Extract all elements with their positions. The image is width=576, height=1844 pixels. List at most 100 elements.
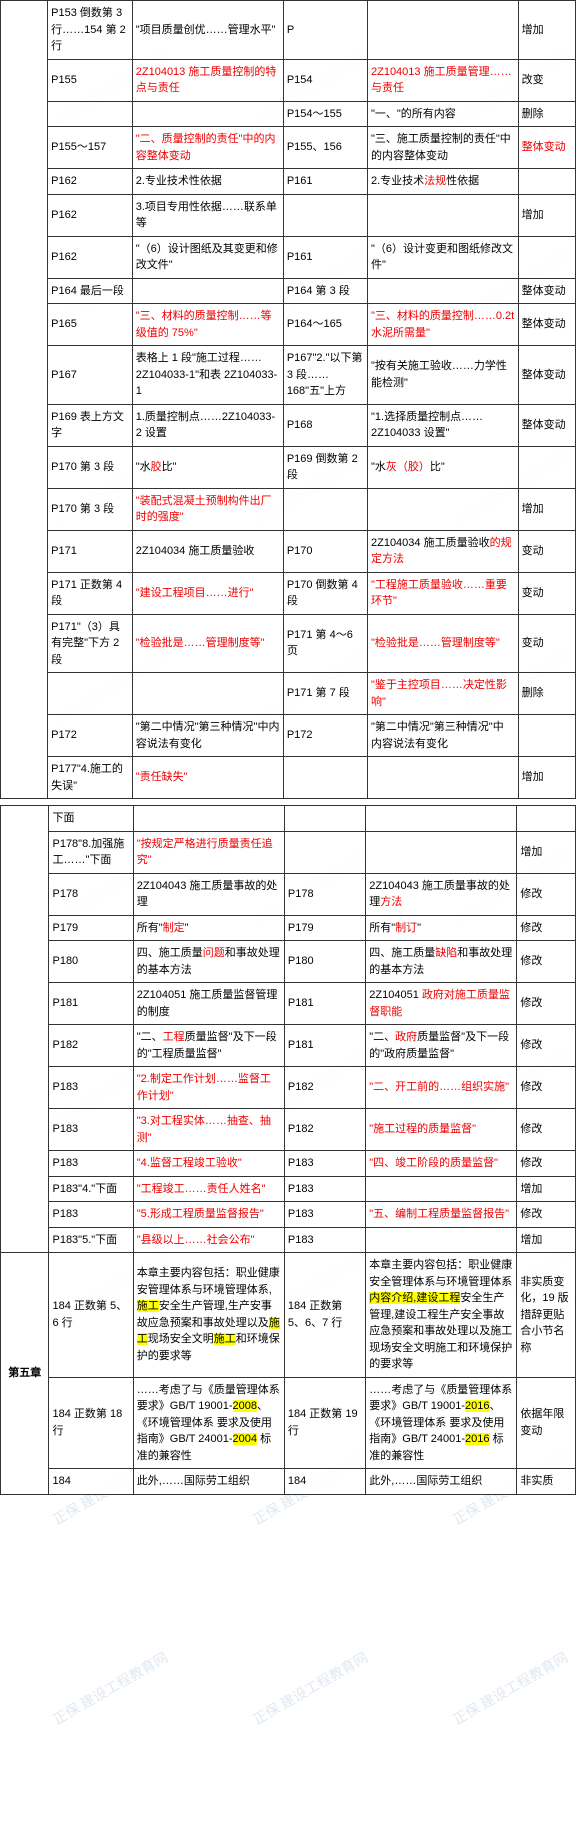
table-row: P1712Z104034 施工质量验收P1702Z104034 施工质量验收的规… <box>1 530 576 572</box>
table-cell: 184 正数第 5、6、7 行 <box>284 1253 365 1378</box>
table-cell: P <box>283 1 367 60</box>
table-row: P183"5."下面"县级以上……社会公布"P183增加 <box>1 1227 576 1253</box>
table-cell <box>518 236 575 278</box>
table-cell: P170 倒数第 4 段 <box>283 572 367 614</box>
table-cell: 修改 <box>517 1067 576 1109</box>
table-row: P177"4.施工的失误""责任缺失"增加 <box>1 757 576 799</box>
table-row: P154～155"一、"的所有内容删除 <box>1 101 576 127</box>
table-row: P165"三、材料的质量控制……等级值的 75%"P164～165"三、材料的质… <box>1 304 576 346</box>
table-cell: "（6）设计变更和图纸修改文件" <box>367 236 518 278</box>
table-cell: 修改 <box>517 941 576 983</box>
table-cell <box>284 831 365 873</box>
table-cell: "五、编制工程质量监督报告" <box>366 1202 517 1228</box>
table-cell: P183 <box>49 1109 133 1151</box>
table-cell <box>367 194 518 236</box>
table-cell: P161 <box>283 236 367 278</box>
table-cell: 2Z104013 施工质量管理……与责任 <box>367 59 518 101</box>
table-cell: 整体变动 <box>518 346 575 405</box>
table-cell: "装配式混凝土预制构件出厂时的强度" <box>132 488 283 530</box>
table-cell: "5.形成工程质量监督报告" <box>133 1202 284 1228</box>
table-row: P1623.项目专用性依据……联系单等增加 <box>1 194 576 236</box>
table-cell <box>518 169 575 195</box>
table-cell: "第二中情况"第三种情况"中内容说法有变化 <box>132 715 283 757</box>
table-cell: P181 <box>284 1025 365 1067</box>
table-cell: "4.监督工程竣工验收" <box>133 1151 284 1177</box>
table-cell: P153 倒数第 3 行……154 第 2 行 <box>48 1 133 60</box>
table-cell: P169 倒数第 2 段 <box>283 446 367 488</box>
table-cell: 184 正数第 19 行 <box>284 1377 365 1469</box>
table-row: P182"二、工程质量监督"及下一段的"工程质量监督"P181"二、政府质量监督… <box>1 1025 576 1067</box>
table-cell: "三、材料的质量控制……0.2t 水泥所需量" <box>367 304 518 346</box>
table-cell: P164～165 <box>283 304 367 346</box>
table-row: P1812Z104051 施工质量监督管理的制度P1812Z104051 政府对… <box>1 983 576 1025</box>
comparison-table-1: P153 倒数第 3 行……154 第 2 行"项目质量创优……管理水平"P增加… <box>0 0 576 799</box>
table-cell: 修改 <box>517 1025 576 1067</box>
table-cell <box>283 488 367 530</box>
table-row: P183"4.监督工程竣工验收"P183"四、竣工阶段的质量监督"修改 <box>1 1151 576 1177</box>
table-cell: 此外,……国际劳工组织 <box>133 1469 284 1495</box>
table-row: P162"（6）设计图纸及其变更和修改文件"P161"（6）设计变更和图纸修改文… <box>1 236 576 278</box>
table-cell: 184 <box>49 1469 133 1495</box>
table-cell: P170 第 3 段 <box>48 488 133 530</box>
table-row: P167表格上 1 段"施工过程……2Z104033-1"和表 2Z104033… <box>1 346 576 405</box>
table-row: P179所有"制定"P179所有"制订"修改 <box>1 915 576 941</box>
table-cell: P183 <box>284 1151 365 1177</box>
table-cell: P155、156 <box>283 127 367 169</box>
table-cell: P178 <box>284 873 365 915</box>
table-cell: 修改 <box>517 983 576 1025</box>
table-cell: P162 <box>48 236 133 278</box>
table-cell <box>48 101 133 127</box>
table-row: 第五章184 正数第 5、6 行本章主要内容包括：职业健康安管理体系与环境管理体… <box>1 1253 576 1378</box>
table-cell: 修改 <box>517 1109 576 1151</box>
table-cell: 增加 <box>517 1176 576 1202</box>
table-row: P183"5.形成工程质量监督报告"P183"五、编制工程质量监督报告"修改 <box>1 1202 576 1228</box>
table-cell: P164 第 3 段 <box>283 278 367 304</box>
table-cell: "三、施工质量控制的责任"中的内容整体变动 <box>367 127 518 169</box>
table-cell: P171 正数第 4 段 <box>48 572 133 614</box>
table-cell: 3.项目专用性依据……联系单等 <box>132 194 283 236</box>
table-cell: 增加 <box>517 1227 576 1253</box>
table-cell <box>518 715 575 757</box>
table-row: P180四、施工质量问题和事故处理的基本方法P180四、施工质量缺陷和事故处理的… <box>1 941 576 983</box>
table-row: P170 第 3 段"水胶比"P169 倒数第 2 段"水灰（胶）比" <box>1 446 576 488</box>
table-cell: "2.制定工作计划……监督工作计划" <box>133 1067 284 1109</box>
table-cell: 增加 <box>518 488 575 530</box>
chapter-cell <box>1 1 48 799</box>
table-cell <box>284 806 365 832</box>
table-cell: P172 <box>283 715 367 757</box>
table-cell <box>283 194 367 236</box>
table-cell: "四、竣工阶段的质量监督" <box>366 1151 517 1177</box>
table-cell: P182 <box>49 1025 133 1067</box>
table-cell: P170 <box>283 530 367 572</box>
table-cell: P179 <box>284 915 365 941</box>
table-cell: P182 <box>284 1109 365 1151</box>
chapter-cell: 第五章 <box>1 1253 49 1495</box>
table-row: P1782Z104043 施工质量事故的处理P1782Z104043 施工质量事… <box>1 873 576 915</box>
table-cell: "鉴于主控项目……决定性影响" <box>367 673 518 715</box>
table-row: P155～157"二、质量控制的责任"中的内容整体变动P155、156"三、施工… <box>1 127 576 169</box>
table-cell: 修改 <box>517 915 576 941</box>
table-cell: P171"（3）具有完整"下方 2 段 <box>48 614 133 673</box>
table-cell: 变动 <box>518 530 575 572</box>
table-row: P183"2.制定工作计划……监督工作计划"P182"二、开工前的……组织实施"… <box>1 1067 576 1109</box>
table-row: P171 正数第 4 段"建设工程项目……进行"P170 倒数第 4 段"工程施… <box>1 572 576 614</box>
table-row: P170 第 3 段"装配式混凝土预制构件出厂时的强度" 增加 <box>1 488 576 530</box>
table-cell <box>367 1 518 60</box>
table-cell: "水胶比" <box>132 446 283 488</box>
table-row: 184 正数第 18 行……考虑了与《质量管理体系 要求》GB/T 19001-… <box>1 1377 576 1469</box>
table-cell: 2Z104034 施工质量验收 <box>132 530 283 572</box>
table-cell: 修改 <box>517 1202 576 1228</box>
table-cell: 整体变动 <box>518 404 575 446</box>
table-cell: 本章主要内容包括：职业健康安全管理体系与环境管理体系内容介绍,建设工程安全生产管… <box>366 1253 517 1378</box>
table-cell: 2.专业技术性依据 <box>132 169 283 195</box>
table-cell: 2Z104043 施工质量事故的处理 <box>133 873 284 915</box>
table-cell: 2Z104051 施工质量监督管理的制度 <box>133 983 284 1025</box>
table-cell: 变动 <box>518 614 575 673</box>
table-cell: "三、材料的质量控制……等级值的 75%" <box>132 304 283 346</box>
table-cell: P180 <box>284 941 365 983</box>
table-cell: P183 <box>49 1151 133 1177</box>
table-cell: 184 正数第 18 行 <box>49 1377 133 1469</box>
table-cell: P162 <box>48 194 133 236</box>
table-cell: P181 <box>284 983 365 1025</box>
table-row: P171 第 7 段"鉴于主控项目……决定性影响"删除 <box>1 673 576 715</box>
